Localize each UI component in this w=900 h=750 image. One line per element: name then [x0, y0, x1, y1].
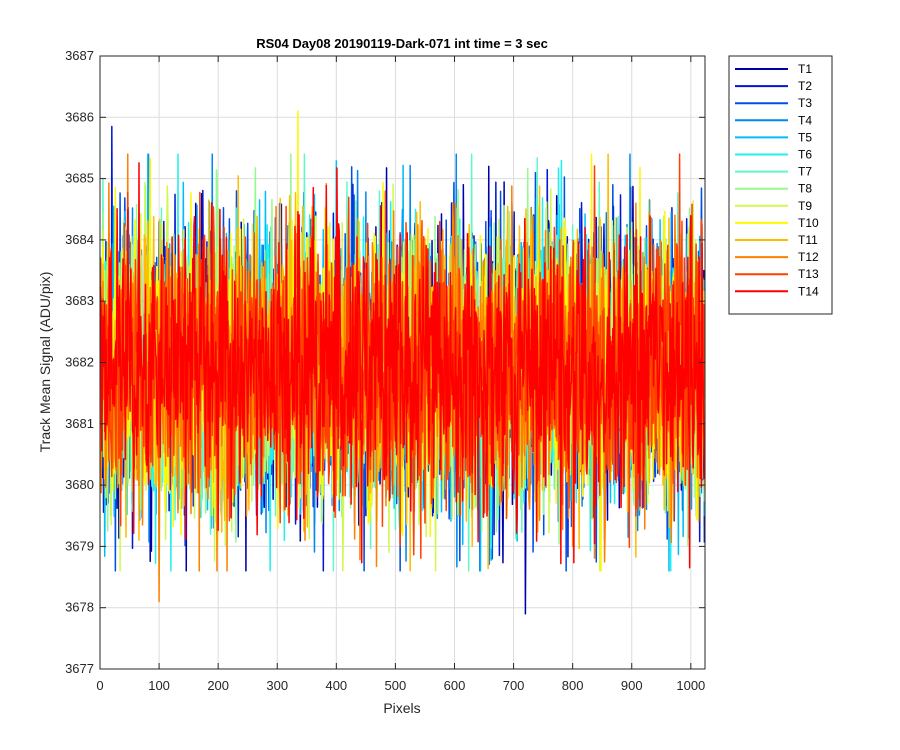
series-line-t13	[100, 153, 705, 559]
legend-label-t1: T1	[798, 62, 812, 76]
plot-area	[100, 110, 705, 615]
x-tick-label: 100	[148, 678, 170, 693]
y-tick-label: 3680	[65, 477, 94, 492]
legend-label-t13: T13	[798, 267, 819, 281]
legend-label-t5: T5	[798, 130, 812, 144]
series-line-t14	[100, 162, 705, 569]
legend-label-t9: T9	[798, 199, 812, 213]
legend-label-t3: T3	[798, 96, 812, 110]
x-tick-label: 200	[207, 678, 229, 693]
x-tick-label: 900	[621, 678, 643, 693]
series-lines	[100, 110, 705, 615]
axis-ticks: 0 100 200 300 400 500 600 700 800 900 1000 3677 3678…	[65, 48, 705, 693]
chart-title: RS04 Day08 20190119-Dark-071 int time = …	[256, 36, 548, 51]
y-tick-label: 3677	[65, 661, 94, 676]
x-tick-label: 1000	[676, 678, 705, 693]
y-tick-label: 3685	[65, 171, 94, 186]
y-tick-label: 3681	[65, 416, 94, 431]
legend-label-t7: T7	[798, 165, 812, 179]
y-tick-label: 3687	[65, 48, 94, 63]
y-tick-label: 3682	[65, 355, 94, 370]
legend-label-t6: T6	[798, 148, 812, 162]
legend-label-t2: T2	[798, 79, 812, 93]
legend-label-t4: T4	[798, 113, 812, 127]
legend-label-t8: T8	[798, 182, 812, 196]
y-tick-label: 3684	[65, 232, 94, 247]
legend-label-t10: T10	[798, 216, 819, 230]
y-tick-label: 3678	[65, 600, 94, 615]
x-tick-label: 400	[325, 678, 347, 693]
y-tick-label: 3679	[65, 538, 94, 553]
y-tick-label: 3686	[65, 109, 94, 124]
x-tick-label: 600	[444, 678, 466, 693]
x-tick-label: 0	[96, 678, 103, 693]
x-tick-label: 800	[562, 678, 584, 693]
legend-label-t11: T11	[798, 233, 818, 247]
x-tick-label: 500	[385, 678, 407, 693]
x-tick-label: 700	[503, 678, 525, 693]
legend-label-t14: T14	[798, 284, 819, 298]
legend-box	[728, 55, 833, 315]
y-axis-label: Track Mean Signal (ADU/pix)	[37, 272, 53, 453]
legend-label-t12: T12	[798, 250, 819, 264]
x-axis-label: Pixels	[383, 700, 420, 716]
y-tick-label: 3683	[65, 293, 94, 308]
x-tick-label: 300	[266, 678, 288, 693]
legend: T1 T2 T3 T4 T5 T6 T7 T8 T9 T10 T11 T12 T13 T14	[728, 55, 833, 315]
